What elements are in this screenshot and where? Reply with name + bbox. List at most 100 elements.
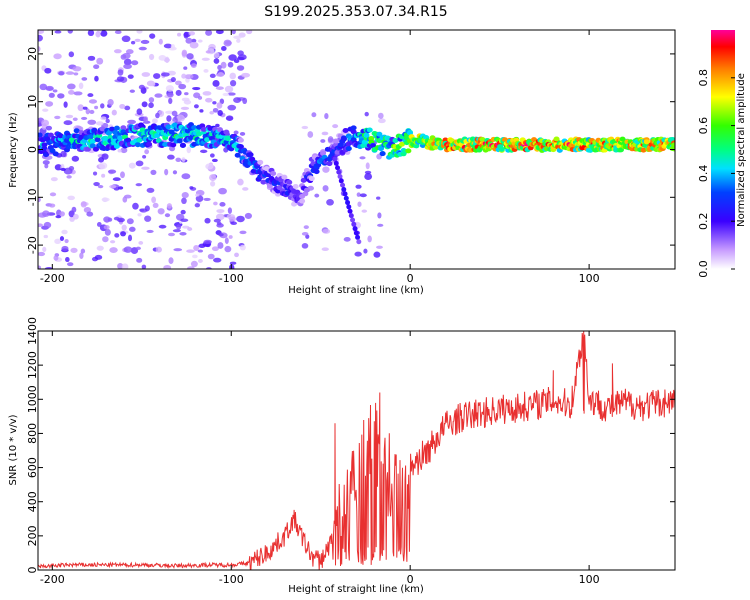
colorbar-gradient: [711, 30, 735, 269]
spectrogram-cell: [96, 245, 104, 251]
spectrogram-cell: [48, 92, 55, 98]
spectrogram-cell: [113, 49, 122, 54]
spectrogram-cell: [88, 99, 98, 104]
spectrogram-cell: [140, 39, 150, 45]
spectrogram-cell: [59, 236, 65, 241]
spectrogram-cell: [197, 259, 203, 263]
spectrogram-cell: [52, 89, 58, 93]
spectrogram-cell: [377, 223, 384, 227]
spectrogram-cell: [176, 138, 183, 144]
chart-title: S199.2025.353.07.34.R15: [264, 4, 447, 20]
spectrogram-cell: [83, 207, 92, 213]
spectrogram-cell: [184, 92, 189, 96]
spectrogram-cell: [129, 226, 136, 232]
spectrogram-cell: [218, 187, 227, 195]
spectrogram-cell: [337, 173, 343, 179]
spectrogram-cell: [303, 225, 309, 230]
spectrogram-cell: [139, 208, 145, 212]
spectrogram-cell: [67, 262, 74, 267]
spectrogram-cell: [192, 86, 201, 91]
spectrogram-cell: [221, 46, 227, 51]
spectrogram-cell: [242, 97, 248, 105]
x-tick-label: -200: [40, 573, 65, 586]
spectrogram-cell: [63, 120, 73, 126]
spectrogram-cell: [352, 226, 358, 232]
spectrogram-cell: [104, 228, 111, 236]
spectrogram-cell: [121, 263, 129, 269]
spectrogram-cell: [38, 132, 43, 138]
x-tick-label: -200: [40, 272, 65, 285]
spectrogram-cell: [205, 30, 213, 36]
spectrogram-cell: [336, 169, 342, 175]
spectrogram-cell: [190, 260, 198, 268]
spectrogram-cell: [101, 173, 106, 178]
spectrogram-cell: [41, 142, 48, 148]
colorbar-tick-label: 0.4: [697, 165, 710, 183]
x-tick-label: 100: [579, 272, 600, 285]
spectrogram-cell: [341, 187, 347, 193]
spectrogram-cell: [141, 72, 151, 77]
spectrogram-cell: [199, 109, 204, 113]
spectrogram-cell: [138, 46, 147, 51]
spectrogram-cell: [356, 192, 361, 197]
spectrogram-cell: [158, 224, 167, 229]
spectrogram-cell: [135, 183, 143, 187]
spectrogram-cell: [340, 136, 347, 142]
spectrogram-cell: [65, 71, 75, 75]
spectrogram-cell: [125, 49, 134, 55]
spectrogram-cell: [166, 92, 174, 98]
spectrogram-cell: [154, 133, 161, 139]
spectrogram-cell: [220, 61, 227, 69]
spectrogram-cell: [120, 231, 127, 237]
spectrogram-cell: [379, 151, 386, 157]
spectrogram-x-label: Height of straight line (km): [288, 285, 424, 296]
spectrogram-cell: [79, 252, 84, 260]
spectrogram-cell: [72, 117, 78, 121]
spectrogram-cell: [130, 40, 136, 45]
spectrogram-cell: [117, 149, 122, 153]
snr-frame: [37, 330, 676, 571]
spectrogram-cell: [149, 53, 155, 61]
spectrogram-cell: [398, 141, 405, 147]
spectrogram-cell: [64, 238, 69, 244]
snr-y-ticks: 0 200 400 600 800 1000 1200 1400: [26, 317, 675, 574]
spectrogram-cell: [154, 93, 163, 98]
spectrogram-cell: [239, 230, 247, 235]
spectrogram-cell: [138, 84, 145, 90]
spectrogram-cell: [45, 125, 53, 131]
spectrogram-cell: [237, 144, 244, 150]
spectrogram-cell: [38, 34, 43, 42]
y-tick-label: 200: [26, 525, 39, 546]
spectrogram-cell: [212, 101, 217, 105]
spectrogram-cell: [348, 213, 354, 219]
spectrogram-cell: [109, 184, 117, 189]
spectrogram-cell: [234, 152, 241, 158]
spectrogram-cell: [152, 202, 159, 209]
spectrogram-cell: [345, 146, 352, 152]
spectrogram-cell: [60, 167, 66, 172]
spectrogram-cell: [224, 237, 229, 245]
spectrogram-cell: [342, 191, 348, 197]
spectrogram-cell: [38, 30, 45, 34]
spectrogram-cell: [165, 124, 172, 130]
colorbar-tick-label: 0.6: [697, 117, 710, 135]
spectrogram-cell: [73, 91, 83, 96]
spectrogram-cell: [138, 241, 144, 245]
spectrogram-cell: [215, 86, 224, 90]
spectrogram-cell: [166, 203, 173, 209]
spectrogram-cell: [114, 233, 120, 238]
spectrogram-cell: [149, 33, 156, 39]
spectrogram-cell: [181, 173, 191, 180]
spectrogram-cell: [292, 184, 299, 190]
spectrogram-cell: [53, 53, 62, 60]
spectrogram-cell: [209, 153, 215, 158]
spectrogram-cell: [141, 166, 150, 170]
spectrogram-cell: [353, 230, 359, 236]
spectrogram-cell: [173, 248, 183, 252]
spectrogram-cell: [236, 215, 245, 223]
spectrogram-cell: [333, 160, 339, 166]
spectrogram-cell: [89, 143, 96, 149]
spectrogram-cell: [123, 63, 132, 70]
spectrogram-cell: [181, 73, 187, 79]
spectrogram-cell: [94, 105, 99, 110]
